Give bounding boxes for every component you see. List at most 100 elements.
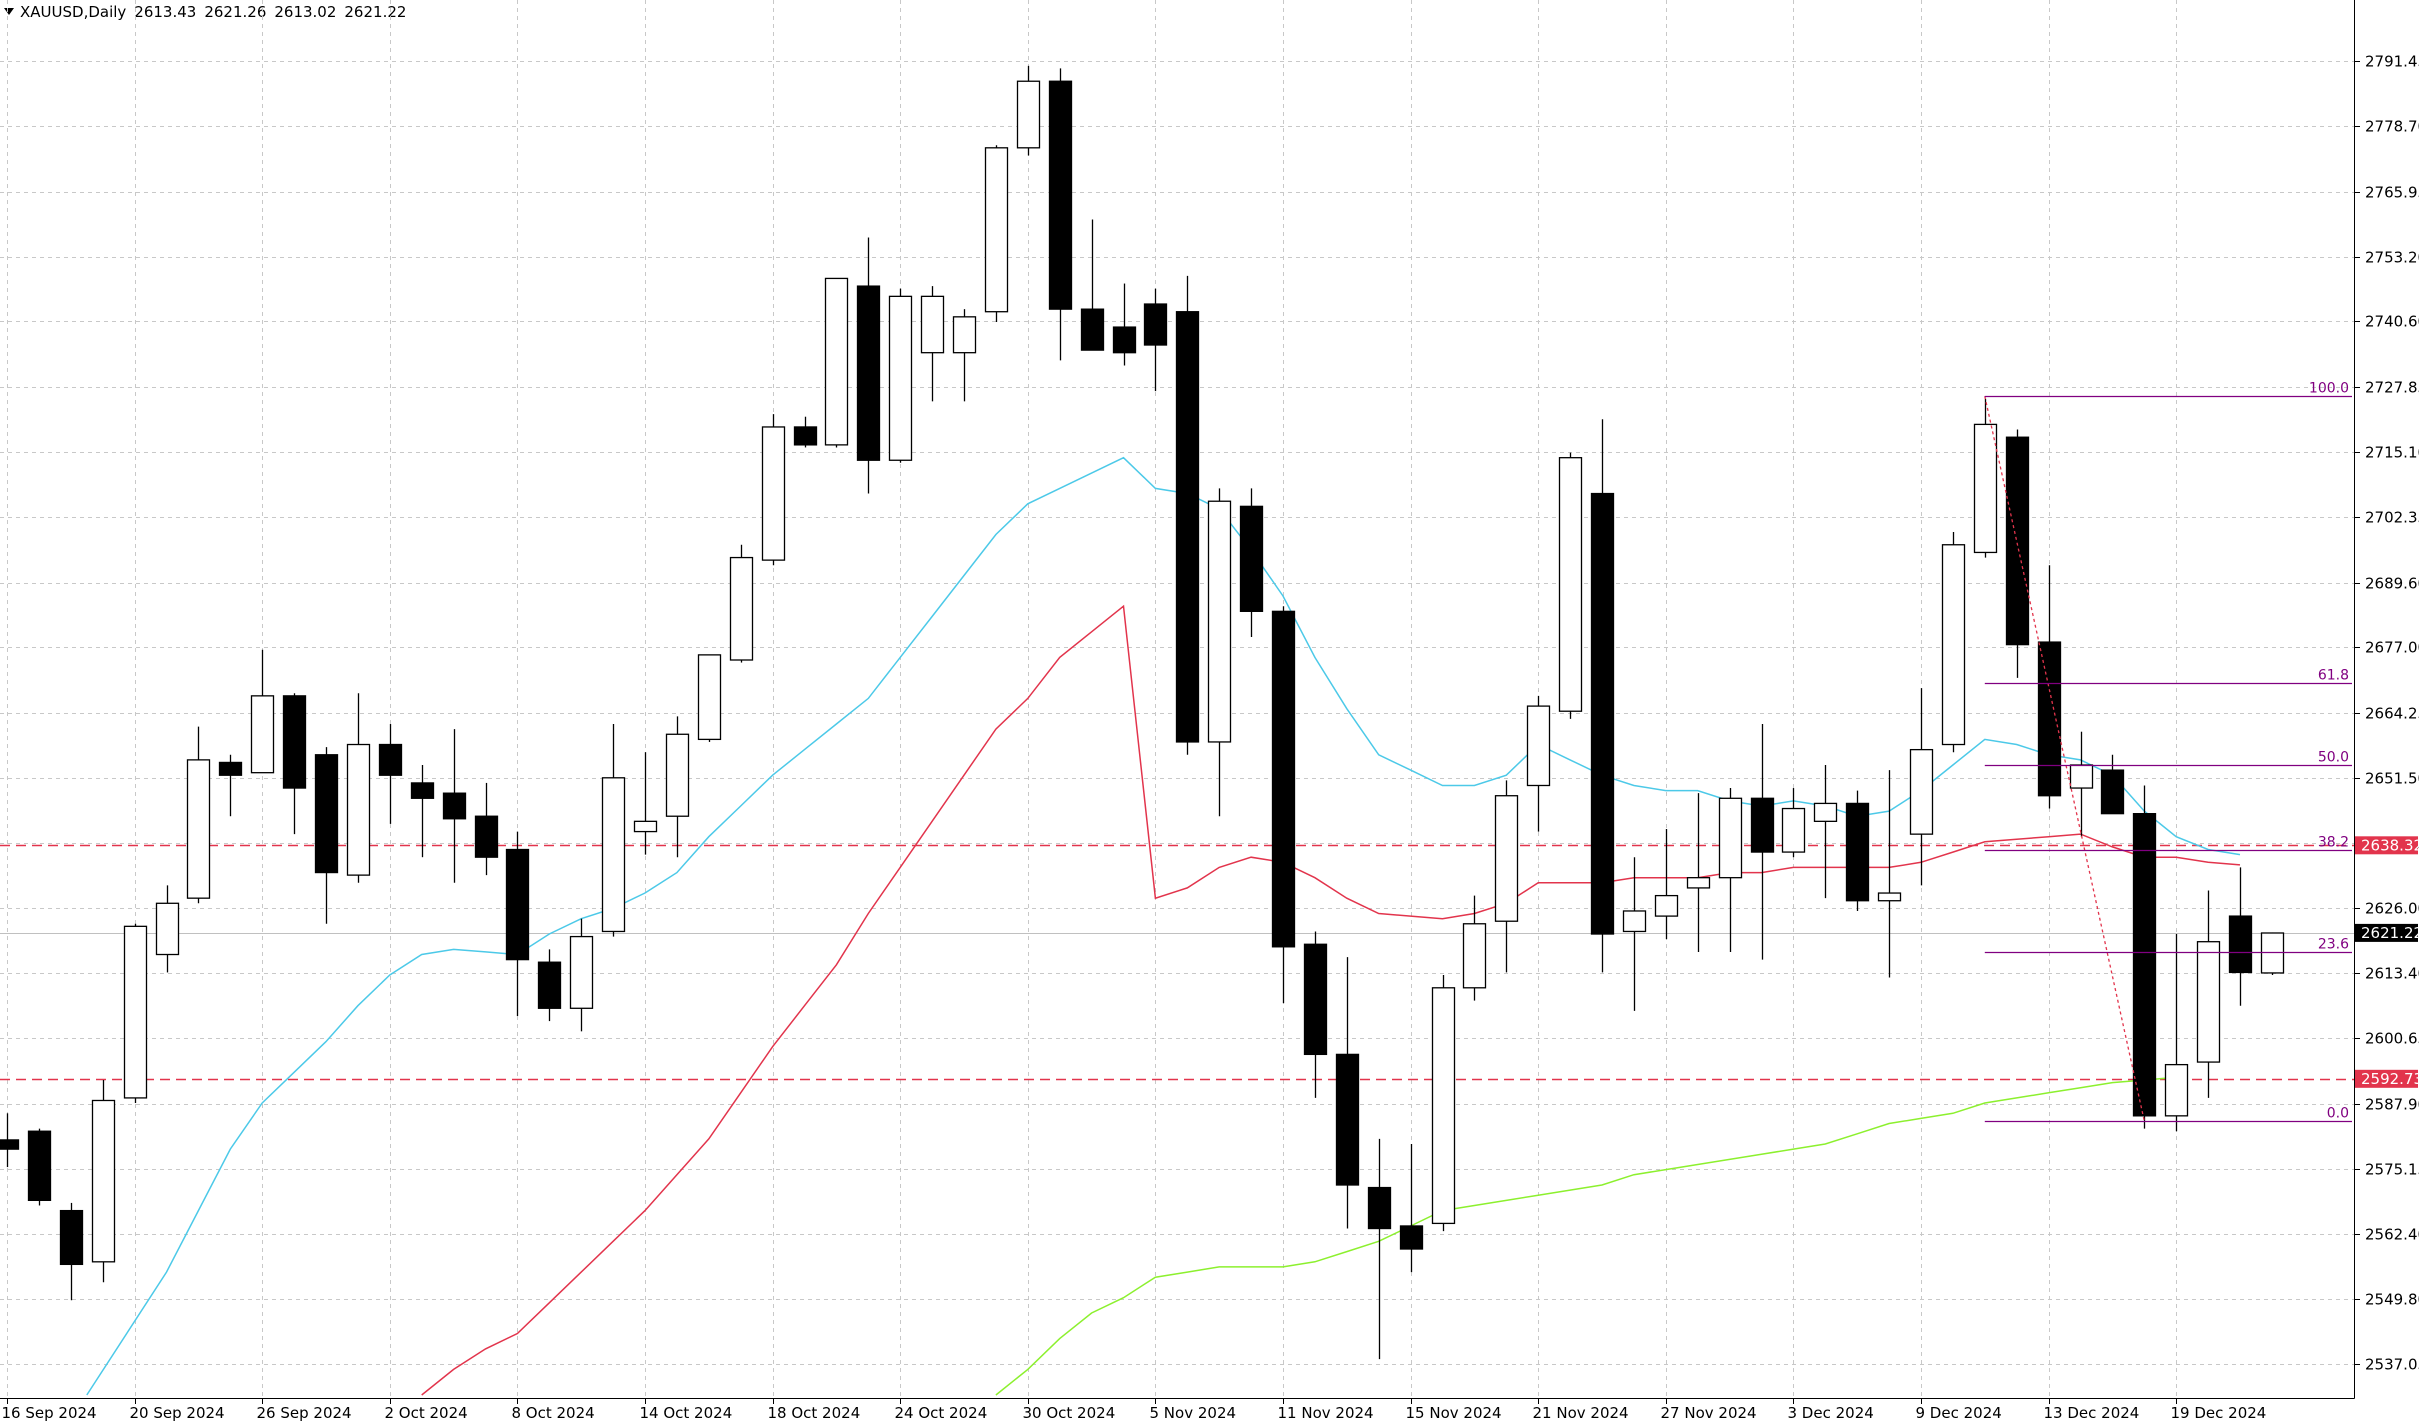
y-tick-label: 2689.60 [2365, 575, 2419, 593]
candle[interactable] [1048, 68, 1073, 361]
candle[interactable] [346, 693, 371, 883]
candle[interactable] [378, 724, 403, 824]
candle[interactable] [569, 918, 594, 1032]
fib-trend-line[interactable] [1984, 396, 2145, 1122]
candle[interactable] [920, 286, 945, 402]
candle-body [218, 761, 243, 776]
candle[interactable] [984, 145, 1009, 322]
candle[interactable] [1941, 531, 1966, 753]
candle[interactable] [1845, 790, 1870, 911]
candle[interactable] [505, 831, 530, 1016]
candle[interactable] [1558, 452, 1583, 719]
candle[interactable] [1143, 288, 1168, 392]
candle[interactable] [1431, 974, 1456, 1232]
candle[interactable] [1335, 957, 1360, 1229]
candle[interactable] [537, 949, 562, 1022]
candle-body [1590, 492, 1615, 935]
candle[interactable] [729, 544, 754, 663]
candle[interactable] [2100, 754, 2125, 815]
candle[interactable] [1494, 780, 1519, 973]
candle[interactable] [1622, 857, 1647, 1011]
y-tick-label: 2677.00 [2365, 639, 2419, 657]
candle[interactable] [1526, 695, 1551, 832]
moving-average-line[interactable] [86, 456, 2241, 1396]
candle[interactable] [2228, 867, 2253, 1006]
candle[interactable] [1654, 829, 1679, 940]
candle[interactable] [155, 885, 180, 973]
candle-body [505, 848, 530, 961]
moving-average-line[interactable] [995, 1076, 2177, 1396]
candle[interactable] [1781, 788, 1806, 858]
candle[interactable] [1112, 283, 1137, 366]
candle-body [1813, 802, 1838, 822]
candle[interactable] [2005, 429, 2030, 678]
y-tick-label: 2549.80 [2365, 1291, 2419, 1309]
candle-body [952, 316, 977, 354]
candle[interactable] [1686, 793, 1711, 952]
candle[interactable] [91, 1079, 116, 1283]
candle[interactable] [186, 726, 211, 904]
candle[interactable] [442, 729, 467, 883]
x-tick-label: 5 Nov 2024 [1150, 1404, 1237, 1422]
candle[interactable] [665, 716, 690, 858]
candle[interactable] [282, 693, 307, 835]
fibonacci-retracement[interactable]: 100.0 61.8 50.0 38.2 23.6 0.0 [1984, 381, 2352, 1123]
candle-body [1462, 923, 1487, 989]
candle[interactable] [633, 752, 658, 855]
candle[interactable] [1207, 488, 1232, 817]
candle[interactable] [474, 782, 499, 876]
candle-body [155, 902, 180, 956]
candle[interactable] [2037, 565, 2062, 809]
candle[interactable] [1718, 788, 1743, 952]
candle[interactable] [1271, 606, 1296, 1004]
candle[interactable] [1175, 275, 1200, 755]
candle-body [569, 935, 594, 1009]
candle-body [410, 782, 435, 799]
x-tick-label: 8 Oct 2024 [512, 1404, 595, 1422]
candle[interactable] [1877, 770, 1902, 978]
y-tick-label: 2626.00 [2365, 900, 2419, 918]
candle[interactable] [2196, 890, 2221, 1098]
candle[interactable] [697, 654, 722, 742]
candle[interactable] [2132, 785, 2157, 1129]
candle[interactable] [761, 414, 786, 566]
candle[interactable] [314, 747, 339, 924]
level-price-tag: 2638.32 [2361, 836, 2419, 854]
candle[interactable] [1016, 65, 1041, 156]
candle[interactable] [1813, 764, 1838, 899]
collapse-triangle-icon[interactable] [4, 8, 14, 15]
candle[interactable] [2069, 731, 2094, 837]
candle[interactable] [1080, 219, 1105, 351]
candle[interactable] [1909, 688, 1934, 886]
candle[interactable] [1590, 419, 1615, 973]
moving-average-line[interactable] [421, 604, 2241, 1396]
candle[interactable] [1750, 724, 1775, 960]
candle-body [2196, 941, 2221, 1063]
candle[interactable] [888, 288, 913, 463]
candle[interactable] [59, 1202, 84, 1301]
candle[interactable] [1303, 931, 1328, 1098]
candle[interactable] [0, 1113, 20, 1168]
candle[interactable] [1367, 1138, 1392, 1360]
candle[interactable] [1462, 895, 1487, 1001]
candle[interactable] [1239, 488, 1264, 637]
candle[interactable] [410, 764, 435, 858]
candle-body [537, 961, 562, 1009]
candle[interactable] [952, 309, 977, 402]
candle[interactable] [218, 754, 243, 817]
candle[interactable] [123, 923, 148, 1104]
y-tick-label: 2664.25 [2365, 705, 2419, 723]
candle[interactable] [2164, 934, 2189, 1132]
candle[interactable] [793, 416, 818, 448]
candle[interactable] [1973, 398, 1998, 558]
candle[interactable] [856, 237, 881, 494]
candle[interactable] [601, 724, 626, 937]
candle-body [378, 743, 403, 776]
candle[interactable] [824, 277, 849, 448]
candle[interactable] [250, 649, 275, 774]
candle[interactable] [1399, 1144, 1424, 1273]
candle[interactable] [27, 1128, 52, 1206]
candle[interactable] [2260, 932, 2285, 975]
x-tick-label: 27 Nov 2024 [1661, 1404, 1757, 1422]
